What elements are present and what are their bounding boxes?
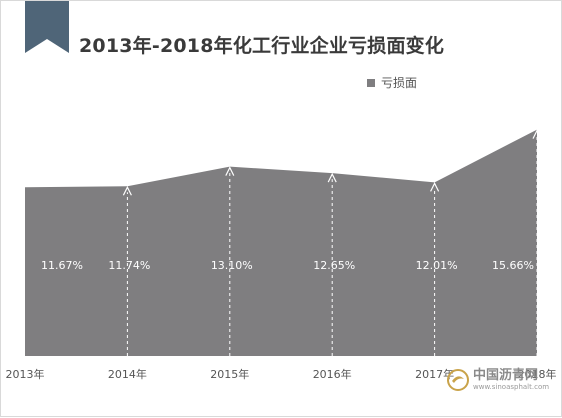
title-ribbon-icon — [25, 1, 69, 53]
legend-label: 亏损面 — [381, 76, 418, 90]
legend-swatch — [367, 78, 375, 87]
data-label: 15.66% — [492, 259, 534, 272]
chart-title: 2013年-2018年化工行业企业亏损面变化 — [79, 35, 445, 57]
data-label: 11.74% — [108, 259, 150, 272]
x-tick-label: 2016年 — [313, 367, 352, 381]
watermark-logo: 中国沥青网 www.sinoasphalt.com — [447, 369, 549, 391]
data-label: 12.01% — [416, 259, 458, 272]
data-point-arrow — [430, 182, 440, 192]
x-tick-label: 2013年 — [6, 367, 45, 381]
x-tick-label: 2018年 — [518, 367, 557, 381]
x-tick-label: 2017年 — [415, 367, 454, 381]
data-label: 11.67% — [41, 259, 83, 272]
area-series — [25, 129, 537, 356]
watermark-name: 中国沥青网 — [473, 368, 539, 383]
data-point-arrow — [122, 185, 132, 196]
x-tick-label: 2014年 — [108, 367, 147, 381]
data-label: 12.65% — [313, 259, 355, 272]
logo-icon — [447, 369, 469, 391]
data-point-arrow — [327, 172, 337, 183]
x-tick-label: 2015年 — [210, 367, 249, 381]
data-point-arrow — [225, 166, 235, 176]
chart-legend: 亏损面 — [367, 74, 417, 91]
watermark-url: www.sinoasphalt.com — [473, 383, 550, 391]
data-point-arrow — [532, 129, 542, 139]
data-label: 13.10% — [211, 259, 253, 272]
